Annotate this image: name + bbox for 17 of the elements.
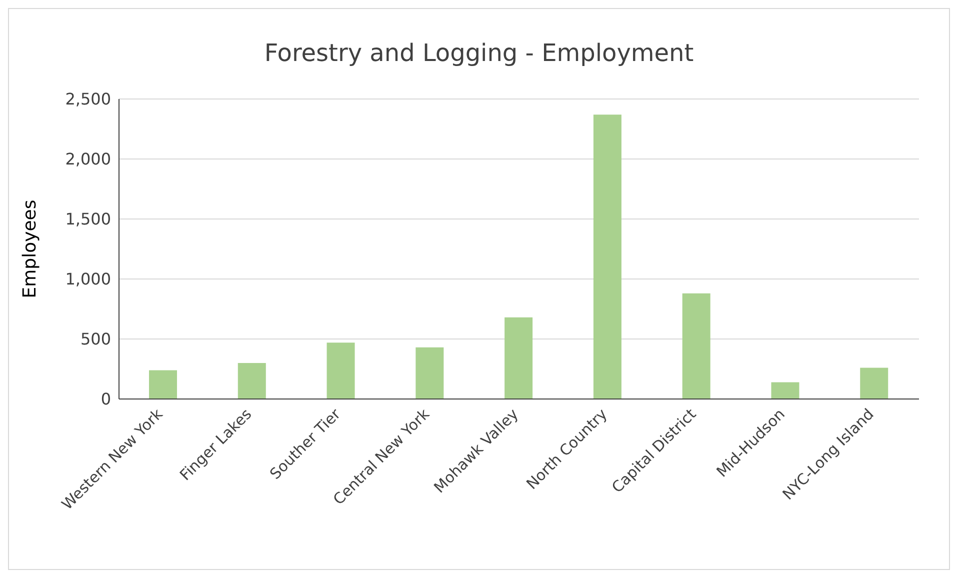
y-tick-label: 1,500 (65, 210, 111, 229)
bar (416, 347, 444, 399)
y-tick-label: 1,000 (65, 270, 111, 289)
bar (326, 342, 355, 399)
bar (238, 363, 266, 399)
y-tick-label: 2,000 (65, 150, 111, 169)
bar (860, 368, 888, 399)
chart-title: Forestry and Logging - Employment (263, 39, 695, 69)
bar (149, 370, 177, 399)
y-tick-label: 500 (80, 330, 111, 349)
bar (682, 293, 710, 399)
y-axis-title: Employees (19, 200, 40, 298)
bar (771, 382, 800, 399)
y-tick-label: 2,500 (65, 90, 111, 109)
bar (593, 114, 622, 399)
bar (504, 317, 533, 399)
y-tick-label: 0 (100, 390, 111, 409)
